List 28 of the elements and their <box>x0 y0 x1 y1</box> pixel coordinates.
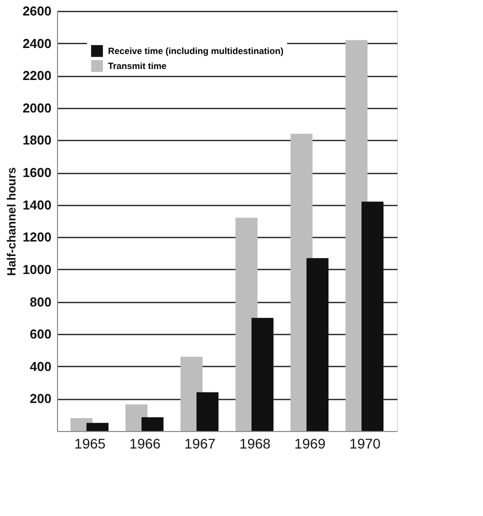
y-axis-title: Half-channel hours <box>4 166 19 276</box>
bar <box>306 258 328 431</box>
bar <box>196 392 218 431</box>
bar <box>252 318 274 431</box>
y-tick-label: 800 <box>30 294 52 310</box>
bar <box>142 417 164 431</box>
legend-label: Transmit time <box>108 61 167 71</box>
y-tick-label: 2600 <box>22 4 52 18</box>
y-tick-label: 1800 <box>22 132 52 148</box>
bar <box>362 202 384 431</box>
x-tick-label: 1970 <box>349 436 381 452</box>
y-tick-label: 2400 <box>22 36 52 51</box>
legend-label: Receive time (including multidestination) <box>108 46 284 56</box>
y-tick-label: 1600 <box>22 165 52 180</box>
bar <box>86 422 108 431</box>
x-tick-label: 1966 <box>129 436 161 452</box>
y-tick-label: 2000 <box>22 100 52 116</box>
y-tick-label: 1000 <box>22 262 52 277</box>
x-tick-label: 1967 <box>184 436 216 452</box>
y-tick-label: 2200 <box>22 68 52 84</box>
x-tick-label: 1969 <box>294 436 326 452</box>
y-tick-label: 1200 <box>22 230 52 245</box>
x-tick-label: 1965 <box>74 436 106 452</box>
x-tick-label: 1968 <box>239 436 271 452</box>
y-tick-label: 600 <box>30 326 52 342</box>
y-tick-label: 1400 <box>22 197 52 212</box>
y-tick-label: 400 <box>30 358 52 374</box>
y-tick-label: 200 <box>30 391 52 406</box>
